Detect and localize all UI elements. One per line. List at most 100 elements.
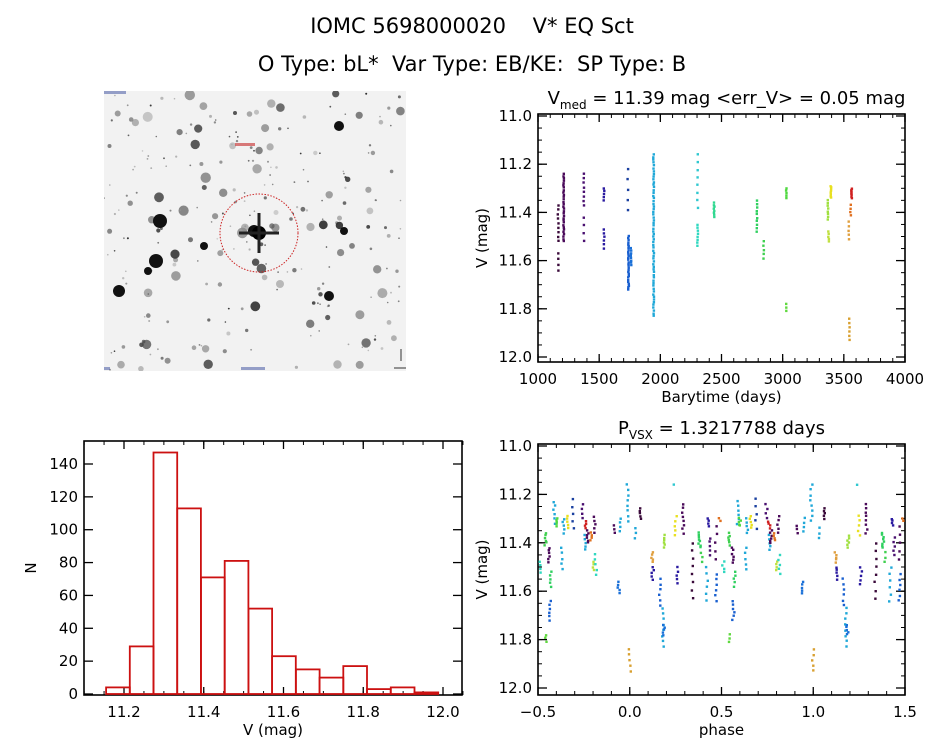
- y-tick-label: 40: [59, 619, 78, 637]
- data-point: [848, 330, 851, 333]
- data-point: [627, 278, 630, 282]
- data-point: [545, 640, 548, 643]
- data-point: [662, 645, 665, 648]
- data-point: [548, 603, 551, 606]
- data-point: [652, 254, 655, 258]
- data-point: [652, 181, 656, 184]
- data-point: [739, 519, 742, 522]
- star: [264, 244, 266, 246]
- data-point: [545, 541, 548, 544]
- star: [160, 356, 164, 360]
- data-point: [562, 218, 565, 222]
- star: [369, 247, 373, 251]
- data-point: [618, 521, 622, 524]
- data-point: [673, 525, 676, 528]
- data-point: [778, 563, 782, 567]
- data-point: [858, 583, 862, 586]
- data-point: [652, 268, 655, 271]
- star: [200, 344, 203, 347]
- star: [347, 343, 350, 346]
- data-point: [827, 235, 830, 239]
- data-point: [775, 566, 778, 569]
- data-point: [582, 181, 585, 184]
- data-point: [652, 240, 655, 244]
- data-point: [626, 504, 629, 508]
- data-point: [734, 570, 737, 573]
- data-point: [732, 555, 735, 558]
- data-point: [652, 270, 656, 273]
- data-point: [731, 561, 734, 564]
- data-point: [652, 191, 655, 194]
- data-point: [603, 235, 606, 238]
- data-point: [769, 539, 772, 543]
- data-point: [602, 239, 606, 242]
- star: [384, 226, 387, 230]
- data-point: [557, 235, 560, 239]
- data-point: [593, 527, 596, 530]
- data-point: [882, 540, 886, 543]
- data-point: [571, 520, 574, 523]
- data-point: [827, 237, 831, 241]
- data-point: [616, 583, 620, 587]
- data-point: [652, 290, 656, 293]
- data-point: [562, 239, 565, 243]
- data-point: [755, 513, 758, 516]
- star: [361, 346, 364, 349]
- data-point: [902, 519, 905, 522]
- star: [224, 321, 227, 323]
- data-point: [848, 321, 851, 325]
- star: [355, 111, 363, 119]
- data-point: [756, 217, 759, 220]
- y-tick-label: 11.6: [499, 582, 532, 600]
- star: [166, 320, 170, 324]
- survey-label: [104, 91, 126, 94]
- data-point: [696, 183, 699, 186]
- data-point: [826, 201, 829, 205]
- data-point: [627, 254, 630, 258]
- data-point: [651, 578, 654, 581]
- data-point: [552, 501, 555, 504]
- data-point: [845, 606, 848, 610]
- data-point: [548, 619, 551, 622]
- star: [263, 196, 267, 200]
- data-point: [714, 589, 718, 592]
- y-tick-label: 60: [59, 586, 78, 604]
- data-point: [651, 558, 655, 561]
- data-point: [627, 488, 630, 492]
- data-point: [754, 519, 757, 522]
- data-point: [557, 252, 560, 255]
- star: [164, 357, 171, 364]
- data-point: [652, 158, 655, 161]
- data-point: [652, 156, 655, 159]
- star: [125, 282, 128, 285]
- data-point: [891, 524, 895, 527]
- data-point: [566, 514, 569, 518]
- star: [104, 197, 105, 199]
- data-point: [627, 261, 630, 264]
- data-point: [888, 586, 891, 589]
- star: [194, 124, 203, 133]
- star: [302, 168, 305, 171]
- data-point: [555, 522, 558, 525]
- star: [399, 228, 402, 230]
- y-tick-label: 12.0: [499, 679, 532, 697]
- data-point: [562, 212, 565, 215]
- star: [216, 237, 219, 240]
- data-point: [583, 524, 587, 527]
- data-point: [650, 556, 653, 560]
- star: [278, 127, 282, 131]
- data-point: [675, 577, 679, 581]
- star: [355, 310, 365, 320]
- star: [325, 191, 333, 199]
- data-point: [557, 222, 560, 225]
- data-point: [864, 532, 867, 535]
- star: [219, 188, 228, 197]
- chart-title-subscript: VSX: [629, 428, 653, 442]
- data-point: [697, 535, 701, 539]
- data-point: [602, 195, 605, 199]
- data-point: [705, 599, 708, 602]
- data-point: [727, 640, 731, 644]
- data-point: [652, 252, 656, 255]
- data-point: [652, 216, 655, 219]
- data-point: [696, 238, 699, 242]
